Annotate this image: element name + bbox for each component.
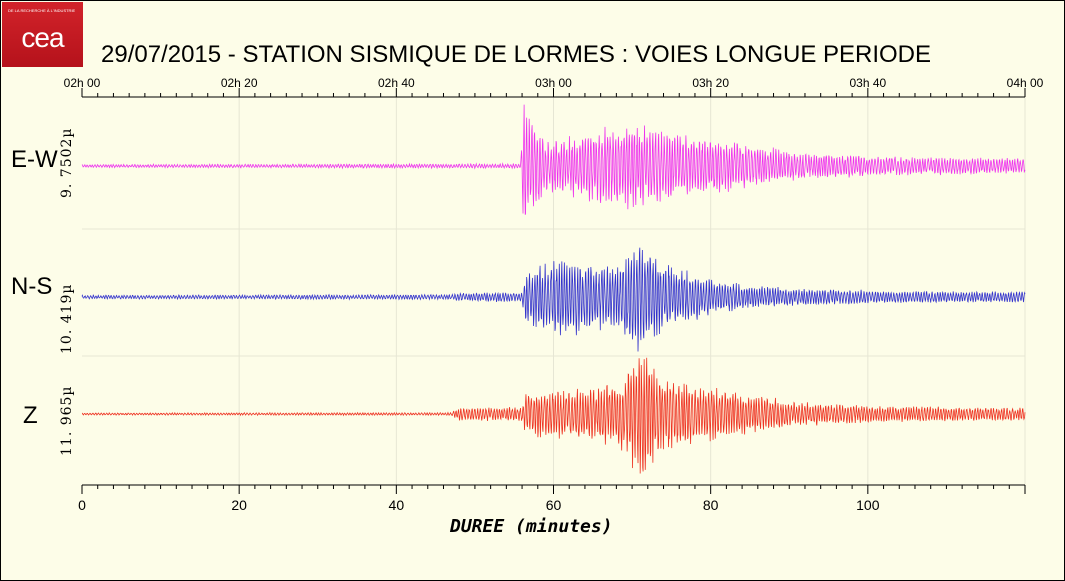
trace-ew — [81, 104, 1026, 215]
channel-label-z: Z — [23, 402, 38, 429]
top-tick-label: 03h 00 — [535, 76, 572, 90]
trace-ns — [81, 247, 1026, 352]
channel-label-ns: N-S — [11, 273, 53, 300]
logo-text: cea — [21, 22, 64, 53]
logo-tagline: DE LA RECHERCHE À L'INDUSTRIE — [8, 8, 76, 13]
chart-title: 29/07/2015 - STATION SISMIQUE DE LORMES … — [101, 41, 932, 68]
top-tick-label: 02h 40 — [378, 76, 415, 90]
scale-label-ns: 10. 419µ — [59, 283, 75, 354]
top-tick-label: 04h 00 — [1007, 76, 1044, 90]
traces — [81, 104, 1026, 474]
bottom-tick-label: 20 — [231, 497, 247, 513]
cea-logo: DE LA RECHERCHE À L'INDUSTRIE cea — [2, 2, 83, 67]
bottom-tick-label: 0 — [78, 497, 86, 513]
bottom-tick-label: 100 — [856, 497, 880, 513]
bottom-tick-label: 80 — [703, 497, 719, 513]
axes: 02h 00 02h 20 02h 40 03h 00 03h 20 03h 40 04h … — [64, 76, 1044, 513]
trace-z — [81, 357, 1026, 474]
scale-label-z: 11. 965µ — [59, 385, 75, 456]
top-tick-label: 03h 40 — [849, 76, 886, 90]
bottom-tick-label: 40 — [389, 497, 405, 513]
channel-label-ew: E-W — [11, 146, 58, 173]
top-tick-label: 02h 00 — [64, 76, 101, 90]
x-axis-label: DUREE (minutes) — [450, 516, 613, 537]
scale-label-ew: 9. 7502µ — [59, 127, 75, 198]
top-tick-label: 03h 20 — [692, 76, 729, 90]
top-tick-label: 02h 20 — [221, 76, 258, 90]
bottom-tick-label: 60 — [546, 497, 562, 513]
